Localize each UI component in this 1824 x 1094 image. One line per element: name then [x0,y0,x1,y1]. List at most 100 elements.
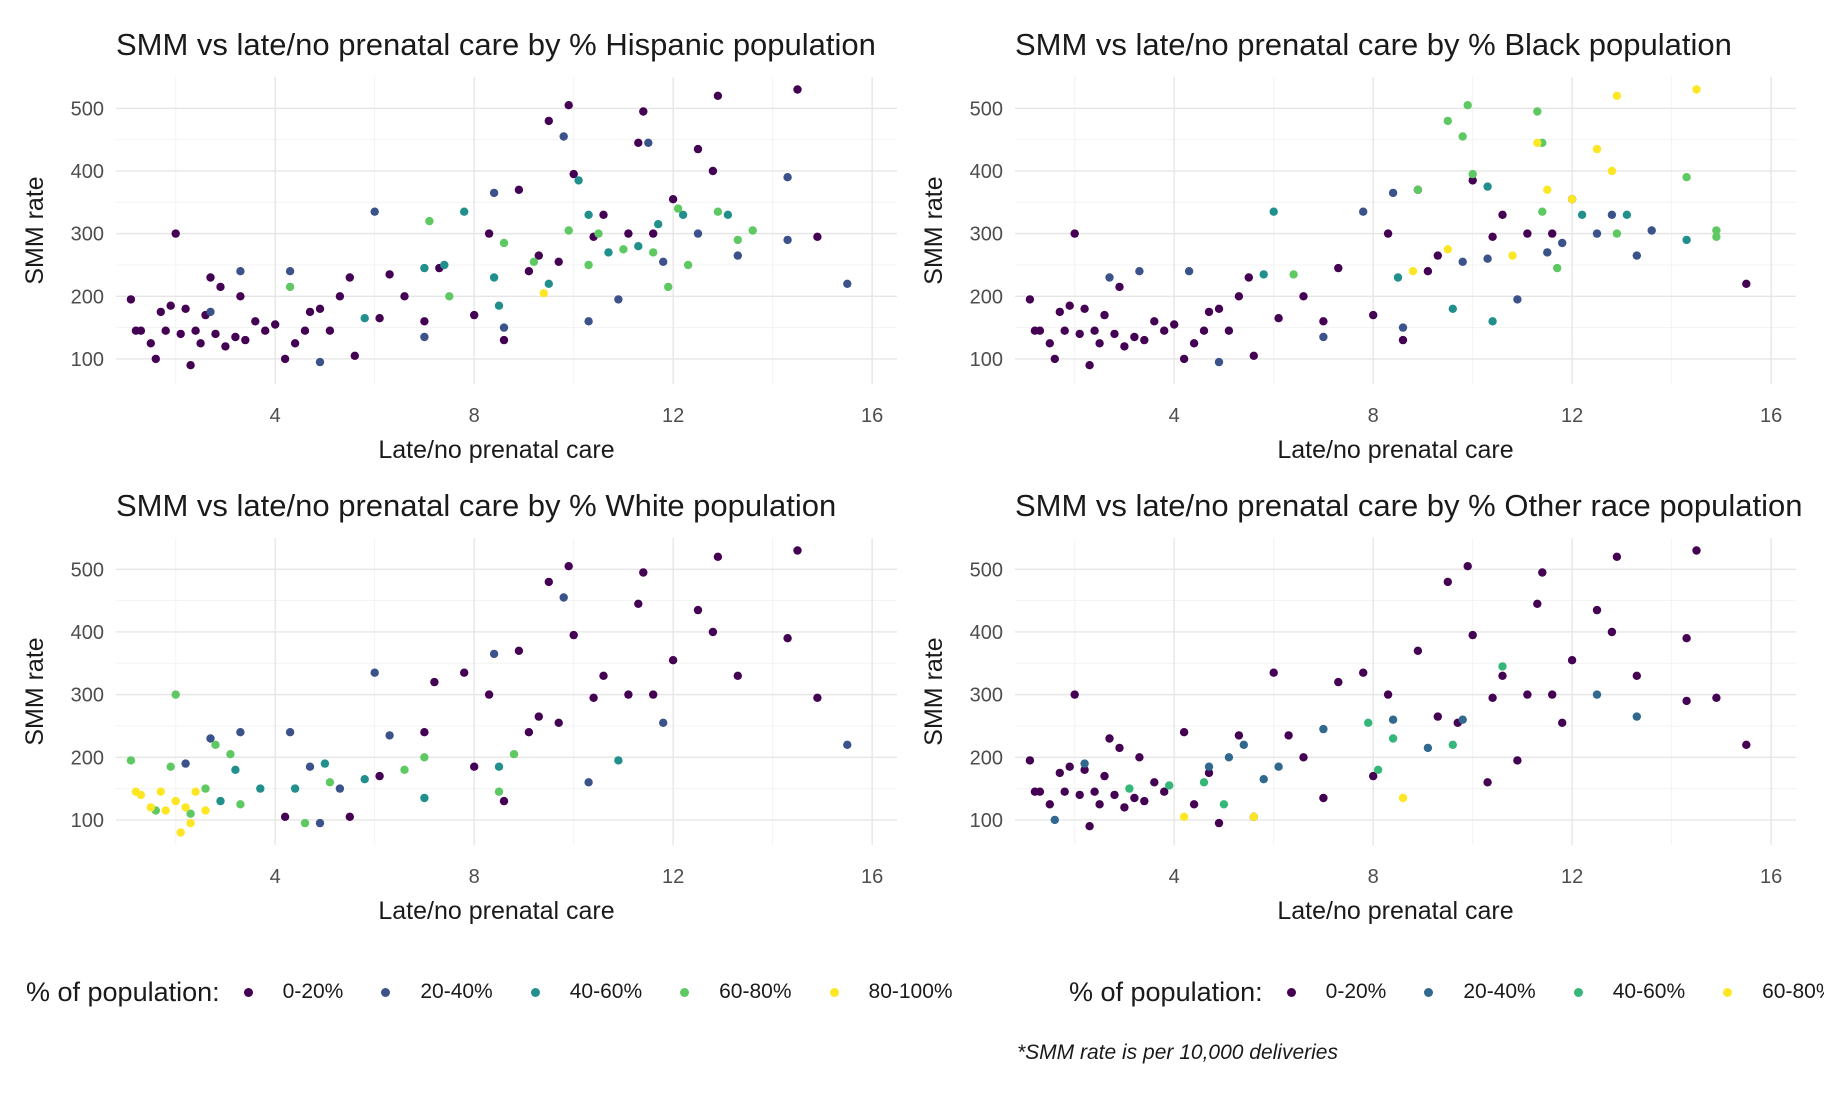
scatter-point [1219,800,1229,809]
x-tick-label: 16 [1760,866,1782,888]
scatter-point [285,267,295,276]
scatter-point [440,260,449,270]
scatter-point [285,728,295,737]
scatter-point [813,232,822,241]
scatter-point [584,260,593,270]
scatter-point [370,207,379,216]
scatter-point [723,210,733,219]
scatter-point [1244,273,1254,282]
scatter-point [290,339,300,348]
scatter-point [460,668,469,677]
legend-left-item: 80-100% [829,980,953,1004]
scatter-point [1483,254,1492,263]
scatter-point [1548,229,1557,238]
scatter-point [1742,279,1751,288]
legend-right-item: 20-40% [1424,980,1536,1004]
x-tick-label: 12 [662,405,684,427]
scatter-point [649,229,658,238]
scatter-point [1632,671,1642,680]
scatter-point [280,354,290,364]
scatter-point [1468,169,1477,179]
scatter-point [375,771,384,781]
scatter-point [1055,768,1065,778]
scatter-point [176,828,185,837]
scatter-point [146,803,155,812]
legend-label: 0-20% [1325,980,1387,1003]
scatter-point [1100,310,1109,320]
scatter-point [206,307,215,317]
y-tick-label: 400 [970,161,1003,183]
scatter-point [1388,734,1398,743]
scatter-point [420,728,429,737]
scatter-point [1443,116,1453,126]
scatter-point [644,138,653,147]
scatter-point [564,226,573,235]
scatter-point [624,229,633,238]
scatter-point [489,649,499,659]
scatter-point [1558,238,1567,248]
scatter-point [1463,101,1472,110]
scatter-point [425,216,434,226]
scatter-point [793,546,802,555]
scatter-point [136,790,146,800]
scatter-point [1364,718,1373,727]
scatter-point [1612,91,1622,101]
scatter-point [599,210,608,219]
legend-swatch [1723,987,1733,997]
scatter-point [1179,728,1189,737]
scatter-point [1080,765,1089,774]
scatter-point [783,634,792,643]
scatter-point [1179,354,1189,364]
scatter-point [1712,693,1721,702]
scatter-point [315,357,325,367]
scatter-point [1443,577,1453,587]
scatter-point [1140,335,1149,345]
scatter-point [1577,210,1587,219]
scatter-point [231,332,240,342]
scatter-point [614,295,623,304]
legend-left-item: 60-80% [680,980,792,1004]
scatter-point [499,238,509,248]
y-axis-label: SMM rate [920,637,948,745]
scatter-point [713,552,723,561]
x-axis-label: Late/no prenatal care [378,897,614,925]
scatter-point [1234,292,1244,301]
scatter-point [1065,762,1074,771]
y-tick-label: 400 [71,161,104,183]
scatter-point [733,251,742,260]
legend-swatch [530,987,540,997]
scatter-point [678,210,688,219]
scatter-point [201,784,210,793]
scatter-point [1682,235,1691,245]
scatter-point [693,229,703,238]
x-tick-label: 16 [861,866,883,888]
scatter-point [261,326,270,335]
scatter-point [1463,562,1472,571]
scatter-point [151,354,160,364]
scatter-point [470,310,479,320]
scatter-point [1204,762,1214,771]
scatter-point [1070,229,1079,238]
x-tick-label: 8 [1368,405,1379,427]
scatter-point [305,307,315,317]
scatter-point [748,226,757,235]
x-tick-label: 8 [469,866,480,888]
scatter-point [1224,753,1234,762]
scatter-point [1448,740,1458,749]
scatter-point [320,759,330,768]
panel-title: SMM vs late/no prenatal care by % Black … [1015,27,1732,62]
scatter-point [1448,304,1458,313]
scatter-point [126,756,136,765]
scatter-point [1567,656,1577,665]
scatter-point [1433,712,1443,721]
scatter-point [544,279,553,288]
legend-swatch [829,987,839,997]
legend-right-title: % of population: [1069,976,1263,1007]
scatter-point [315,304,325,313]
scatter-point [1060,326,1069,335]
scatter-point [1269,207,1278,216]
scatter-point [1130,793,1139,803]
scatter-point [1224,326,1234,335]
y-tick-label: 100 [71,349,104,371]
y-tick-label: 300 [71,685,104,707]
